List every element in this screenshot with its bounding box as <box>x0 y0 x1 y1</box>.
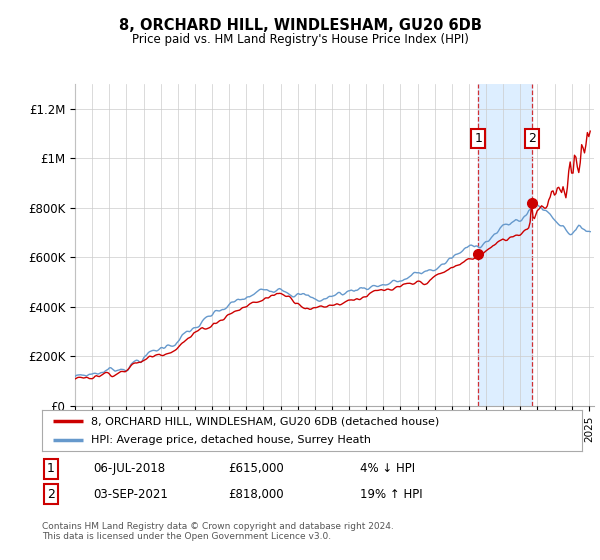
Text: £615,000: £615,000 <box>228 462 284 475</box>
Text: 19% ↑ HPI: 19% ↑ HPI <box>360 488 422 501</box>
Text: 1: 1 <box>474 132 482 145</box>
Text: 03-SEP-2021: 03-SEP-2021 <box>93 488 168 501</box>
Text: HPI: Average price, detached house, Surrey Heath: HPI: Average price, detached house, Surr… <box>91 435 371 445</box>
Text: 4% ↓ HPI: 4% ↓ HPI <box>360 462 415 475</box>
Text: Price paid vs. HM Land Registry's House Price Index (HPI): Price paid vs. HM Land Registry's House … <box>131 32 469 46</box>
Text: 2: 2 <box>47 488 55 501</box>
Text: £818,000: £818,000 <box>228 488 284 501</box>
Text: 8, ORCHARD HILL, WINDLESHAM, GU20 6DB (detached house): 8, ORCHARD HILL, WINDLESHAM, GU20 6DB (d… <box>91 417 439 426</box>
Text: 1: 1 <box>47 462 55 475</box>
Text: 8, ORCHARD HILL, WINDLESHAM, GU20 6DB: 8, ORCHARD HILL, WINDLESHAM, GU20 6DB <box>119 18 481 32</box>
Text: 06-JUL-2018: 06-JUL-2018 <box>93 462 165 475</box>
Bar <box>478 84 532 406</box>
Text: 2: 2 <box>528 132 536 145</box>
Text: Contains HM Land Registry data © Crown copyright and database right 2024.
This d: Contains HM Land Registry data © Crown c… <box>42 522 394 542</box>
